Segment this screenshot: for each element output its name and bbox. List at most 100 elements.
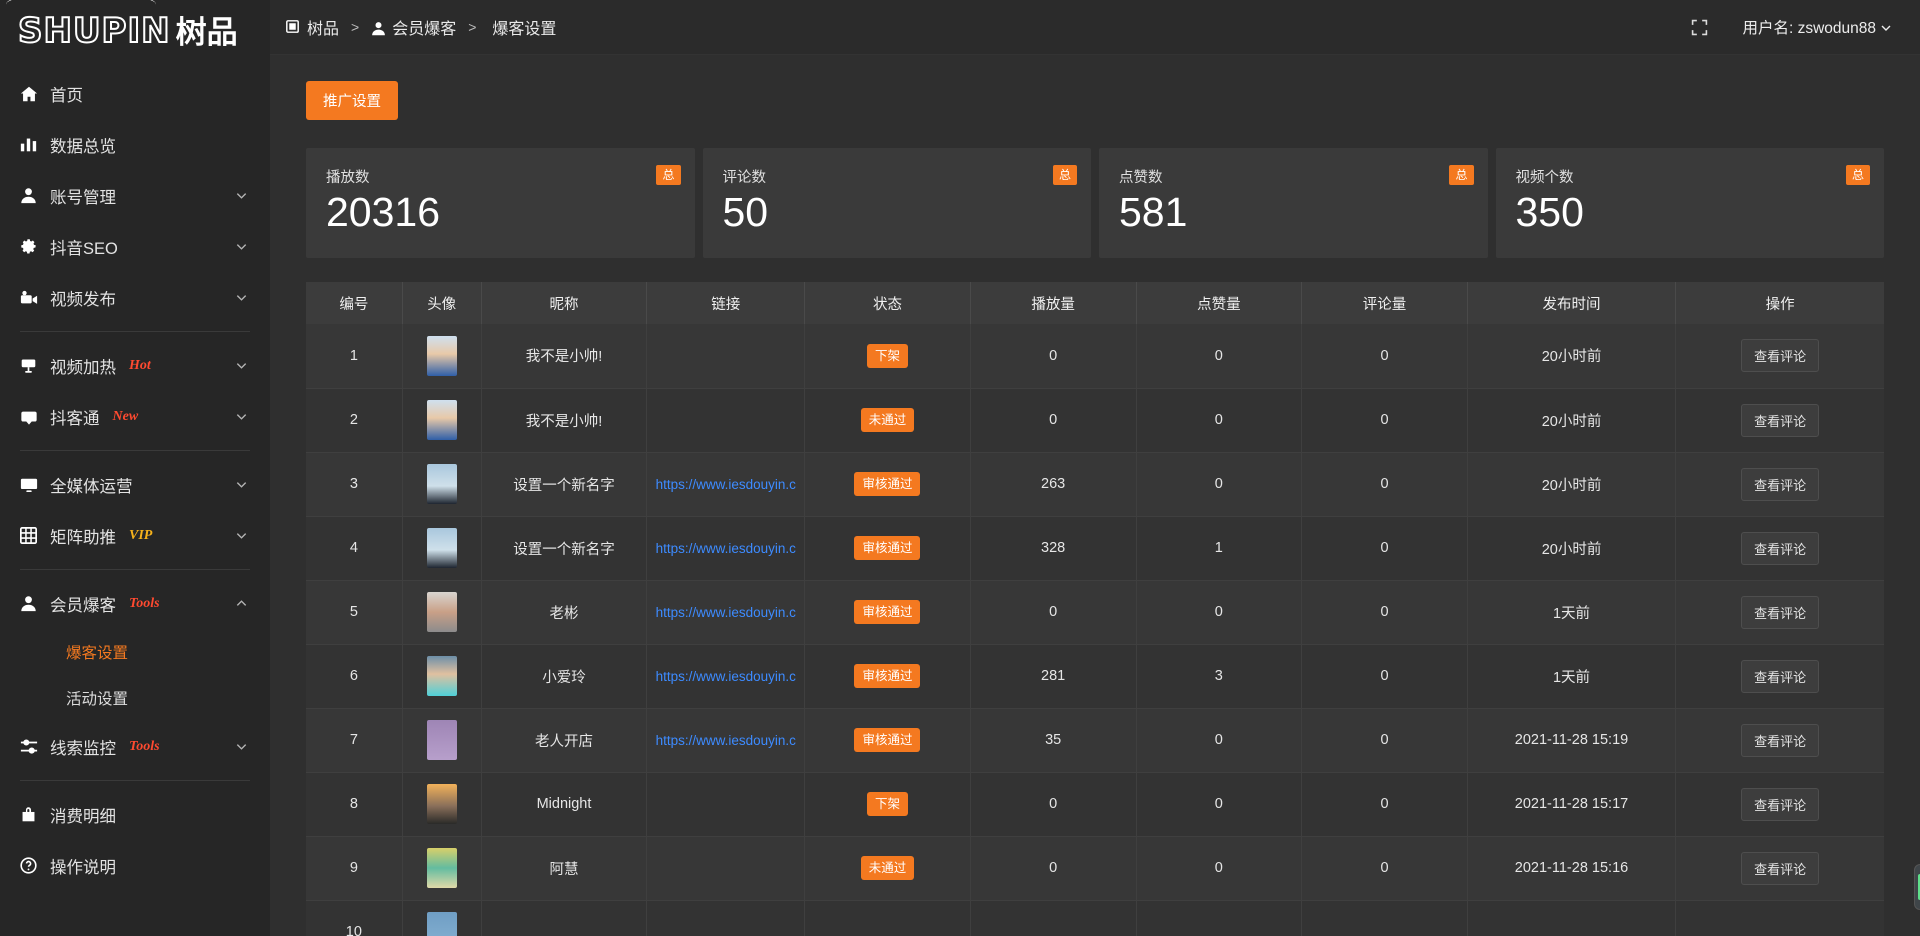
chevron-down-icon[interactable] [235, 291, 248, 304]
view-comments-button[interactable]: 查看评论 [1741, 403, 1820, 437]
cell-comments: 0 [1301, 644, 1468, 709]
video-link[interactable]: https://www.iesdouyin.c [655, 732, 796, 748]
cell-action[interactable]: 查看评论 [1675, 836, 1884, 901]
cell-action[interactable]: 查看评论 [1675, 580, 1884, 645]
video-icon [20, 289, 46, 307]
page-scrollbar-thumb[interactable] [1914, 864, 1920, 910]
chevron-down-icon[interactable] [235, 359, 248, 372]
sidebar-item-label: 账号管理 [50, 188, 116, 207]
view-comments-button[interactable]: 查看评论 [1741, 595, 1820, 629]
cell-link[interactable]: https://www.iesdouyin.c [646, 580, 806, 645]
cell-likes: 0 [1136, 452, 1303, 517]
cell-id: 9 [306, 836, 403, 901]
video-link[interactable]: https://www.iesdouyin.c [655, 668, 796, 684]
play-count: 263 [1041, 476, 1066, 492]
view-comments-button[interactable]: 查看评论 [1741, 531, 1820, 565]
cell-nickname [481, 900, 648, 936]
chevron-down-icon[interactable] [235, 740, 248, 753]
stat-card: 视频个数 350 总 [1495, 148, 1884, 258]
cell-comments: 0 [1301, 452, 1468, 517]
sidebar-item-label: 视频发布 [50, 290, 116, 309]
cell-link[interactable]: https://www.iesdouyin.c [646, 516, 806, 581]
view-comments-button[interactable]: 查看评论 [1741, 659, 1820, 693]
breadcrumb-item-1[interactable]: 会员爆客 [371, 15, 456, 39]
table-row: 7 老人开店 https://www.iesdouyin.c 审核通过 35 0 0 2021… [306, 708, 1884, 773]
cell-link[interactable]: https://www.iesdouyin.c [646, 452, 806, 517]
sliders-icon [20, 738, 46, 756]
cell-plays: 328 [970, 516, 1137, 581]
sidebar-item-matrix[interactable]: 矩阵助推 VIP [0, 510, 270, 561]
chevron-down-icon[interactable] [235, 240, 248, 253]
cell-link [646, 388, 806, 453]
chevron-down-icon[interactable] [235, 410, 248, 423]
chevron-down-icon[interactable] [235, 529, 248, 542]
cell-action[interactable]: 查看评论 [1675, 324, 1884, 389]
avatar [426, 784, 457, 824]
video-link[interactable]: https://www.iesdouyin.c [655, 476, 796, 492]
cell-id: 2 [306, 388, 403, 453]
breadcrumb-item-0[interactable]: 树品 [286, 15, 339, 39]
cell-action[interactable]: 查看评论 [1675, 388, 1884, 453]
sidebar-item-label: 抖客通 [50, 409, 100, 428]
cell-link[interactable]: https://www.iesdouyin.c [646, 644, 806, 709]
cell-nickname: 老彬 [481, 580, 648, 645]
publish-time: 2021-11-28 15:19 [1514, 732, 1629, 748]
cell-action[interactable] [1675, 900, 1884, 936]
cell-link[interactable]: https://www.iesdouyin.c [646, 708, 806, 773]
cell-action[interactable]: 查看评论 [1675, 452, 1884, 517]
view-comments-button[interactable]: 查看评论 [1741, 467, 1820, 501]
sidebar-subitem-sub-baoke[interactable]: 爆客设置 [0, 629, 270, 675]
sidebar-item-clue[interactable]: 线索监控 Tools [0, 721, 270, 772]
cell-id: 10 [306, 900, 403, 936]
video-link[interactable]: https://www.iesdouyin.c [655, 540, 796, 556]
cell-avatar [402, 452, 482, 517]
cell-action[interactable]: 查看评论 [1675, 644, 1884, 709]
view-comments-button[interactable]: 查看评论 [1741, 787, 1820, 821]
brand-logo-arc [6, 0, 156, 7]
cell-id: 8 [306, 772, 403, 837]
sidebar-item-home[interactable]: 首页 [0, 68, 270, 119]
view-comments-button[interactable]: 查看评论 [1741, 339, 1820, 373]
sidebar-item-account[interactable]: 账号管理 [0, 170, 270, 221]
cell-action[interactable]: 查看评论 [1675, 516, 1884, 581]
sidebar-item-spend[interactable]: 消费明细 [0, 789, 270, 840]
chevron-down-icon[interactable] [235, 478, 248, 491]
sidebar-item-douketong[interactable]: 抖客通 New [0, 391, 270, 442]
sidebar-item-seo[interactable]: 抖音SEO [0, 221, 270, 272]
sidebar-item-media[interactable]: 全媒体运营 [0, 459, 270, 510]
cell-state: 审核通过 [804, 580, 971, 645]
cell-likes: 0 [1136, 708, 1303, 773]
view-comments-button[interactable]: 查看评论 [1741, 851, 1820, 885]
sidebar-divider [20, 569, 250, 570]
table-row: 1 我不是小帅! 下架 0 0 0 20小时前 查看评论 [306, 324, 1884, 389]
sidebar-nav: 首页 数据总览账号管理抖音SEO 视频发布视频加热 Hot 抖客通 New 全媒体运营 矩阵助… [0, 62, 270, 936]
sidebar-item-overview[interactable]: 数据总览 [0, 119, 270, 170]
cell-time: 2021-11-28 15:16 [1467, 836, 1677, 901]
chart-icon [20, 136, 46, 153]
status-badge: 未通过 [860, 855, 915, 881]
sidebar-item-member[interactable]: 会员爆客 Tools [0, 578, 270, 629]
view-comments-button[interactable]: 查看评论 [1741, 723, 1820, 757]
cell-comments: 0 [1301, 516, 1468, 581]
brand-logo[interactable]: SHUPIN 树品 [0, 0, 270, 62]
breadcrumb-separator: > [351, 19, 360, 35]
cell-state: 下架 [804, 772, 971, 837]
stat-card-value: 50 [722, 189, 769, 235]
chevron-up-icon[interactable] [235, 597, 248, 610]
cell-action[interactable]: 查看评论 [1675, 708, 1884, 773]
sidebar-subitem-label: 活动设置 [66, 691, 129, 708]
sidebar-item-help[interactable]: 操作说明 [0, 840, 270, 891]
sidebar-item-publish[interactable]: 视频发布 [0, 272, 270, 323]
cell-plays: 35 [970, 708, 1137, 773]
video-link[interactable]: https://www.iesdouyin.c [655, 604, 796, 620]
promote-settings-button[interactable]: 推广设置 [306, 81, 398, 120]
sidebar-item-boost[interactable]: 视频加热 Hot [0, 340, 270, 391]
play-count: 0 [1049, 412, 1058, 428]
chevron-down-icon[interactable] [235, 189, 248, 202]
fullscreen-icon[interactable] [1691, 19, 1708, 36]
cell-action[interactable]: 查看评论 [1675, 772, 1884, 837]
user-menu[interactable]: 用户名: zswodun88 [1742, 16, 1892, 38]
nickname: 我不是小帅! [525, 413, 603, 430]
sidebar-subitem-sub-huodong[interactable]: 活动设置 [0, 675, 270, 721]
comment-count: 0 [1380, 860, 1389, 876]
